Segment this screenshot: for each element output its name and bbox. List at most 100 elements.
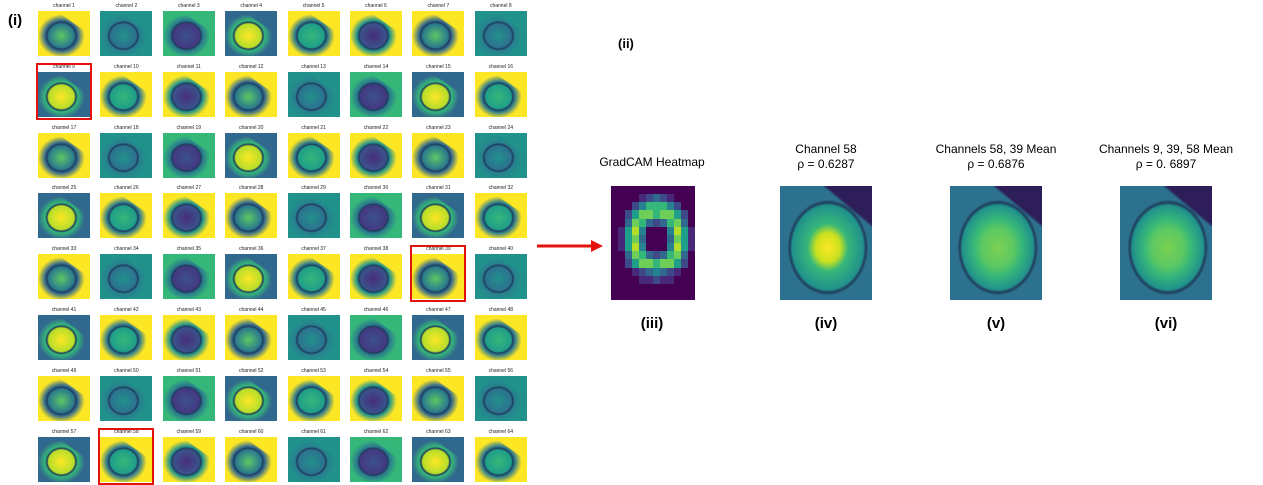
channel-image <box>38 133 90 178</box>
channel-label: channel 43 <box>159 307 219 313</box>
channel-label: channel 6 <box>346 3 406 9</box>
arrow <box>535 238 605 254</box>
heatmap-cell <box>646 251 653 259</box>
channel-label: channel 45 <box>284 307 344 313</box>
heatmap-cell <box>639 235 646 243</box>
channel-label: channel 46 <box>346 307 406 313</box>
channel-label: channel 29 <box>284 185 344 191</box>
channel-label: channel 11 <box>159 64 219 70</box>
heatmap-cell <box>667 194 674 202</box>
heatmap-cell <box>667 243 674 251</box>
channel-label: channel 12 <box>221 64 281 70</box>
heatmap-cell <box>639 202 646 210</box>
heatmap-cell <box>646 219 653 227</box>
heatmap-cell <box>639 219 646 227</box>
highlight-box <box>36 63 92 120</box>
heatmap-cell <box>674 243 681 251</box>
heatmap-cell <box>653 194 660 202</box>
heatmap-cell <box>688 235 695 243</box>
channel-image <box>163 254 215 299</box>
heatmap-cell <box>660 276 667 284</box>
channel-label: channel 35 <box>159 246 219 252</box>
channel-label: channel 27 <box>159 185 219 191</box>
heatmap-cell <box>632 227 639 235</box>
heatmap-cell <box>646 210 653 218</box>
channel-label: channel 20 <box>221 125 281 131</box>
heatmap-cell <box>625 243 632 251</box>
channel-label: channel 26 <box>96 185 156 191</box>
heatmap-cell <box>632 219 639 227</box>
panel-image <box>780 186 872 300</box>
channel-image <box>38 11 90 56</box>
heatmap-cell <box>653 259 660 267</box>
channel-image <box>412 376 464 421</box>
channel-label: channel 8 <box>471 3 531 9</box>
channel-label: channel 15 <box>408 64 468 70</box>
channel-image <box>288 376 340 421</box>
channel-image <box>100 193 152 238</box>
channel-image <box>412 11 464 56</box>
channel-label: channel 41 <box>34 307 94 313</box>
channel-label: channel 57 <box>34 429 94 435</box>
channel-label: channel 25 <box>34 185 94 191</box>
channel-label: channel 22 <box>346 125 406 131</box>
heatmap-cell <box>625 259 632 267</box>
channel-label: channel 62 <box>346 429 406 435</box>
channel-image <box>288 72 340 117</box>
heatmap-cell <box>632 268 639 276</box>
heatmap-cell <box>653 202 660 210</box>
highlight-box <box>98 428 154 485</box>
panel-title: ρ = 0. 6897 <box>1066 157 1263 172</box>
channel-image <box>38 254 90 299</box>
channel-image <box>475 193 527 238</box>
channel-image <box>38 193 90 238</box>
heatmap-cell <box>667 235 674 243</box>
channel-label: channel 2 <box>96 3 156 9</box>
channel-image <box>38 315 90 360</box>
channel-label: channel 55 <box>408 368 468 374</box>
panel-image <box>1120 186 1212 300</box>
heatmap-cell <box>646 194 653 202</box>
channel-label: channel 17 <box>34 125 94 131</box>
channel-image <box>100 254 152 299</box>
heatmap-cell <box>667 219 674 227</box>
channel-image <box>38 376 90 421</box>
channel-label: channel 21 <box>284 125 344 131</box>
channel-image <box>163 11 215 56</box>
heatmap-cell <box>639 227 646 235</box>
channel-image <box>225 254 277 299</box>
channel-image <box>225 11 277 56</box>
channel-image <box>475 315 527 360</box>
heatmap-cell <box>646 202 653 210</box>
heatmap-cell <box>632 251 639 259</box>
channel-image <box>100 133 152 178</box>
heatmap-cell <box>625 219 632 227</box>
channel-label: channel 18 <box>96 125 156 131</box>
heatmap-cell <box>646 259 653 267</box>
heatmap-cell <box>674 219 681 227</box>
channel-label: channel 3 <box>159 3 219 9</box>
channel-label: channel 40 <box>471 246 531 252</box>
heatmap-cell <box>660 259 667 267</box>
channel-image <box>163 193 215 238</box>
heatmap-cell <box>639 210 646 218</box>
panel-label: (v) <box>946 315 1046 332</box>
channel-image <box>288 437 340 482</box>
channel-image <box>225 315 277 360</box>
heatmap-cell <box>625 235 632 243</box>
channel-image <box>100 315 152 360</box>
panel-image <box>950 186 1042 300</box>
channel-label: channel 50 <box>96 368 156 374</box>
heatmap-cell <box>646 276 653 284</box>
heatmap-cell <box>681 251 688 259</box>
heatmap-cell <box>681 259 688 267</box>
channel-label: channel 7 <box>408 3 468 9</box>
channel-image <box>163 133 215 178</box>
channel-image <box>475 11 527 56</box>
channel-image <box>225 193 277 238</box>
heatmap-cell <box>660 251 667 259</box>
channel-label: channel 54 <box>346 368 406 374</box>
heatmap-cell <box>639 251 646 259</box>
panel-label: (ii) <box>618 36 634 51</box>
channel-label: channel 31 <box>408 185 468 191</box>
